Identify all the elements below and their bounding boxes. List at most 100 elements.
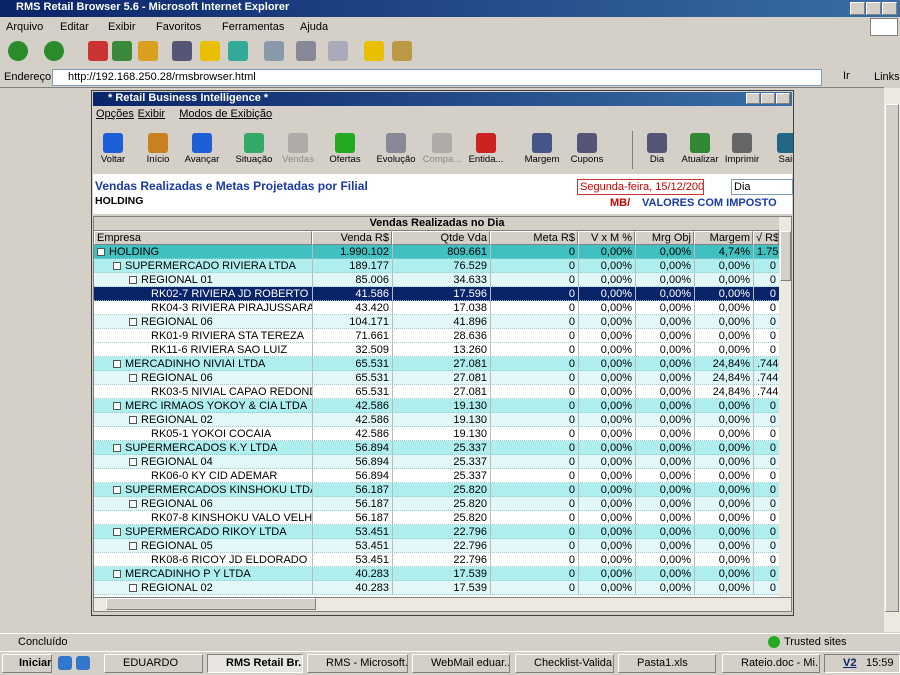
app-menu-item[interactable]: Exibir bbox=[137, 108, 166, 120]
table-row[interactable]: RK01-9 RIVIERA STA TEREZA 71.661 28.636 0 0,… bbox=[94, 329, 779, 343]
table-row[interactable]: RK02-7 RIVIERA JD ROBERTO 41.586 17.596 0 0,… bbox=[94, 287, 779, 301]
app-tool-button[interactable]: Imprimir bbox=[724, 154, 760, 165]
table-row[interactable]: REGIONAL 06 56.187 25.820 0 0,00% 0,00% 0,00% 0 bbox=[94, 497, 779, 511]
tree-toggle[interactable] bbox=[129, 584, 137, 592]
menu-item[interactable]: Ajuda bbox=[300, 21, 329, 33]
column-header[interactable]: Venda R$ bbox=[312, 231, 392, 245]
table-row[interactable]: SUPERMERCADOS K.Y LTDA 56.894 25.337 0 0,00%… bbox=[94, 441, 779, 455]
task-button[interactable]: Rateio.doc - Mi... bbox=[722, 654, 820, 673]
table-row[interactable]: REGIONAL 05 53.451 22.796 0 0,00% 0,00% 0,00% 0 bbox=[94, 539, 779, 553]
table-row[interactable]: REGIONAL 02 42.586 19.130 0 0,00% 0,00% 0,00% 0 bbox=[94, 413, 779, 427]
tray-lang[interactable]: V2 bbox=[843, 657, 857, 669]
table-row[interactable]: SUPERMERCADOS KINSHOKU LTDA 56.187 25.820 0… bbox=[94, 483, 779, 497]
table-row[interactable]: HOLDING 1.990.102 809.661 0 0,00% 0,00% 4,74% 1… bbox=[94, 245, 779, 259]
app-menu-item[interactable]: Opções bbox=[96, 108, 134, 120]
table-row[interactable]: MERCADINHO P Y LTDA 40.283 17.539 0 0,00% 0,0… bbox=[94, 567, 779, 581]
tree-toggle[interactable] bbox=[129, 276, 137, 284]
links[interactable]: Links bbox=[874, 71, 900, 83]
tree-toggle[interactable] bbox=[113, 402, 121, 410]
app-tool-button[interactable]: Entida... bbox=[468, 154, 504, 165]
column-header[interactable]: Margem bbox=[694, 231, 753, 245]
table-row[interactable]: RK07-8 KINSHOKU VALO VELHO 56.187 25.820 0 0… bbox=[94, 511, 779, 525]
tree-toggle[interactable] bbox=[97, 248, 105, 256]
table-row[interactable]: MERCADINHO NIVIAI LTDA 65.531 27.081 0 0,00%… bbox=[94, 357, 779, 371]
table-row[interactable]: RK03-5 NIVIAL CAPAO REDONDO 65.531 27.081 0… bbox=[94, 385, 779, 399]
toolbar-button[interactable] bbox=[112, 41, 132, 61]
app-tool-button[interactable]: Margem bbox=[524, 154, 560, 165]
tree-toggle[interactable] bbox=[129, 416, 137, 424]
toolbar-button[interactable] bbox=[364, 41, 384, 61]
go-button[interactable]: Ir bbox=[843, 70, 850, 82]
task-button[interactable]: RMS Retail Br... bbox=[207, 654, 303, 673]
app-tool-button[interactable]: Ofertas bbox=[329, 154, 361, 165]
table-row[interactable]: SUPERMERCADO RIKOY LTDA 53.451 22.796 0 0,00… bbox=[94, 525, 779, 539]
toolbar-button[interactable] bbox=[8, 41, 28, 61]
tree-toggle[interactable] bbox=[129, 318, 137, 326]
app-tool-button[interactable]: Atualizar bbox=[681, 154, 719, 165]
menu-item[interactable]: Exibir bbox=[108, 21, 136, 33]
tree-toggle[interactable] bbox=[129, 374, 137, 382]
app-tool-button[interactable]: Evolução bbox=[376, 154, 416, 165]
toolbar-button[interactable] bbox=[264, 41, 284, 61]
table-row[interactable]: MERC IRMAOS YOKOY & CIA LTDA 42.586 19.130… bbox=[94, 399, 779, 413]
toolbar-button[interactable] bbox=[328, 41, 348, 61]
start-button[interactable]: Iniciar bbox=[2, 654, 52, 673]
app-window-button[interactable] bbox=[746, 93, 760, 104]
table-row[interactable]: RK05-1 YOKOI COCAIA 42.586 19.130 0 0,00% 0,0… bbox=[94, 427, 779, 441]
window-button[interactable] bbox=[850, 2, 865, 15]
app-tool-button[interactable]: Compa... bbox=[422, 154, 462, 165]
toolbar-button[interactable] bbox=[392, 41, 412, 61]
table-row[interactable]: RK06-0 KY CID ADEMAR 56.894 25.337 0 0,00% 0,… bbox=[94, 469, 779, 483]
tree-toggle[interactable] bbox=[129, 542, 137, 550]
app-tool-button[interactable]: Início bbox=[146, 154, 170, 165]
table-row[interactable]: REGIONAL 06 104.171 41.896 0 0,00% 0,00% 0,00%… bbox=[94, 315, 779, 329]
table-row[interactable]: RK11-6 RIVIERA SAO LUIZ 32.509 13.260 0 0,00… bbox=[94, 343, 779, 357]
table-row[interactable]: REGIONAL 01 85.006 34.633 0 0,00% 0,00% 0,00% 0 bbox=[94, 273, 779, 287]
menu-item[interactable]: Ferramentas bbox=[222, 21, 285, 33]
toolbar-button[interactable] bbox=[296, 41, 316, 61]
toolbar-button[interactable] bbox=[88, 41, 108, 61]
date-field[interactable]: Segunda-feira, 15/12/2008 bbox=[577, 179, 704, 195]
tree-toggle[interactable] bbox=[113, 360, 121, 368]
table-row[interactable]: SUPERMERCADO RIVIERA LTDA 189.177 76.529 0 0… bbox=[94, 259, 779, 273]
tree-toggle[interactable] bbox=[113, 528, 121, 536]
window-button[interactable] bbox=[866, 2, 881, 15]
column-header[interactable]: Empresa bbox=[94, 231, 312, 245]
toolbar-button[interactable] bbox=[44, 41, 64, 61]
address-text[interactable]: http://192.168.250.28/rmsbrowser.html bbox=[68, 71, 256, 83]
toolbar-button[interactable] bbox=[172, 41, 192, 61]
table-row[interactable]: REGIONAL 04 56.894 25.337 0 0,00% 0,00% 0,00% 0 bbox=[94, 455, 779, 469]
app-menu-item[interactable]: Modos de Exibição bbox=[179, 108, 273, 120]
menu-item[interactable]: Arquivo bbox=[6, 21, 44, 33]
window-button[interactable] bbox=[882, 2, 897, 15]
task-button[interactable]: Checklist-Valida... bbox=[515, 654, 614, 673]
period-select[interactable]: Dia bbox=[731, 179, 793, 195]
app-tool-button[interactable]: Avançar bbox=[184, 154, 220, 165]
task-button[interactable]: EDUARDO bbox=[104, 654, 203, 673]
quick-launch[interactable] bbox=[76, 656, 90, 670]
table-row[interactable]: REGIONAL 02 40.283 17.539 0 0,00% 0,00% 0,00% 0 bbox=[94, 581, 779, 595]
tree-toggle[interactable] bbox=[129, 500, 137, 508]
column-header[interactable]: Meta R$ bbox=[490, 231, 578, 245]
menu-item[interactable]: Editar bbox=[60, 21, 89, 33]
app-tool-button[interactable]: Vendas bbox=[282, 154, 314, 165]
toolbar-button[interactable] bbox=[138, 41, 158, 61]
app-tool-button[interactable]: Situação bbox=[235, 154, 273, 165]
tree-toggle[interactable] bbox=[113, 444, 121, 452]
table-row[interactable]: REGIONAL 06 65.531 27.081 0 0,00% 0,00% 24,84%… bbox=[94, 371, 779, 385]
table-row[interactable]: RK08-6 RICOY JD ELDORADO 53.451 22.796 0 0,0… bbox=[94, 553, 779, 567]
task-button[interactable]: RMS - Microsoft... bbox=[307, 654, 408, 673]
column-header[interactable]: V x M % bbox=[578, 231, 635, 245]
column-header[interactable]: Mrg Obj bbox=[635, 231, 694, 245]
app-tool-button[interactable]: Dia bbox=[649, 154, 665, 165]
app-tool-button[interactable]: Sair bbox=[778, 154, 794, 165]
task-button[interactable]: Pasta1.xls bbox=[618, 654, 716, 673]
task-button[interactable]: WebMail eduar... bbox=[412, 654, 510, 673]
app-window-button[interactable] bbox=[761, 93, 775, 104]
quick-launch[interactable] bbox=[58, 656, 72, 670]
app-tool-button[interactable]: Cupons bbox=[570, 154, 604, 165]
toolbar-button[interactable] bbox=[228, 41, 248, 61]
tree-toggle[interactable] bbox=[129, 458, 137, 466]
table-row[interactable]: RK04-3 RIVIERA PIRAJUSSARA 43.420 17.038 0 0… bbox=[94, 301, 779, 315]
tree-toggle[interactable] bbox=[113, 262, 121, 270]
